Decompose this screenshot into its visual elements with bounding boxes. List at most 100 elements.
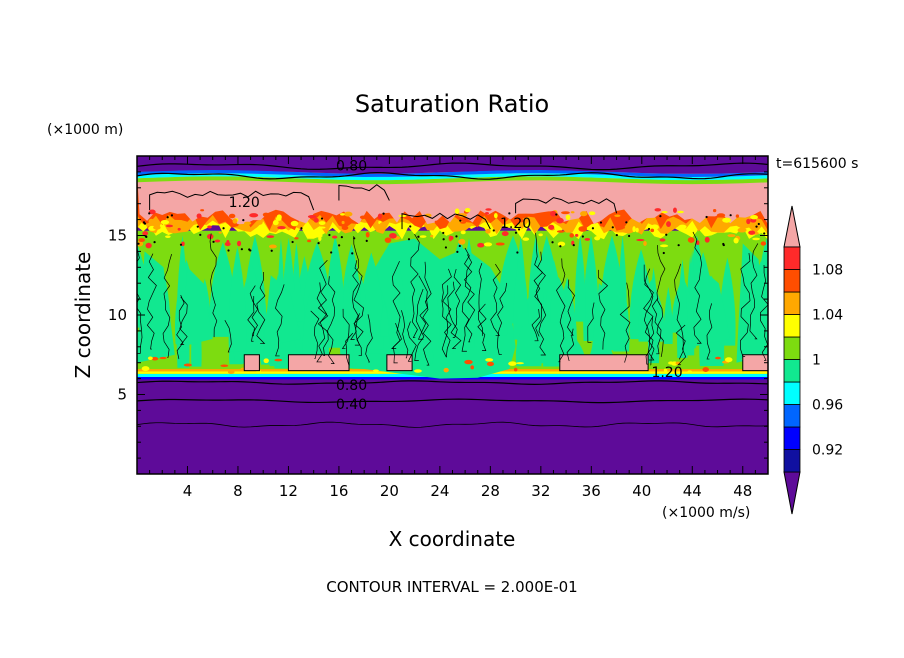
cloud-contour (345, 332, 354, 366)
cloud-contour (392, 323, 402, 364)
cloud-contour (422, 261, 432, 366)
colorbar-swatch (783, 246, 801, 270)
contour-label: 1.20 (229, 195, 260, 211)
cloud-contour (354, 313, 360, 346)
colorbar: 0.92 0.96 1 1.04 1.08 (783, 205, 843, 515)
contour-0.80-lower (137, 380, 768, 385)
plume (391, 261, 406, 333)
pink-pocket-1 (287, 354, 350, 372)
cloud-contour (598, 269, 609, 350)
colorbar-swatch (783, 291, 801, 315)
cloud-contour (209, 233, 218, 338)
colorbar-tick-label: 0.96 (812, 398, 843, 414)
y-axis-label: Z coordinate (71, 252, 95, 379)
cloud-contour (497, 282, 508, 355)
colorbar-swatch (783, 269, 801, 293)
contour-0.40-upper (137, 172, 768, 180)
plume (574, 235, 586, 322)
x-unit-label: (×1000 m/s) (662, 505, 750, 521)
colorbar-tick-label: 1.04 (812, 308, 843, 324)
cloud-contour (461, 247, 473, 352)
cloud-contour (310, 310, 320, 359)
plume (137, 251, 175, 363)
y-unit-label: (×1000 m) (47, 122, 123, 138)
contour-label: 1.20 (500, 216, 531, 232)
plume (380, 302, 389, 337)
cloud-contour (477, 263, 487, 351)
cloud-contour (619, 282, 631, 363)
cloud-contour (441, 268, 452, 357)
plume (692, 267, 731, 347)
x-tick-label: 4 (183, 482, 193, 500)
cloud-contour (417, 275, 429, 340)
contour-labels: 0.80 1.20 1.20 0.80 0.40 1.20 (229, 159, 683, 414)
upper-edge-band-2 (137, 169, 768, 177)
cloud-contour (556, 258, 566, 363)
x-tick-label: 12 (279, 482, 298, 500)
colorbar-swatch (783, 336, 801, 360)
x-tick-label: 36 (582, 482, 601, 500)
cloud-contour (648, 317, 655, 366)
contour-label: 0.40 (336, 397, 367, 413)
colorbar-swatch (783, 314, 801, 338)
plume (583, 235, 599, 341)
plume (513, 249, 528, 340)
x-tick-label: 16 (329, 482, 348, 500)
cloud-contour (275, 284, 285, 357)
cloud-contour (643, 268, 654, 365)
upper-edge-band-0 (137, 176, 768, 185)
contour-label: 1.20 (651, 365, 682, 381)
contour-label: 0.80 (336, 159, 367, 175)
pink-contour (401, 212, 491, 230)
cloud-contour (450, 268, 462, 349)
pink-contour (338, 184, 390, 201)
colorbar-over-arrow (783, 205, 801, 248)
y-tick-label: 15 (108, 227, 127, 245)
cloud-contour (256, 272, 266, 344)
contour-lines (137, 162, 768, 428)
pink-contour (149, 190, 315, 211)
x-tick-label: 32 (531, 482, 550, 500)
x-tick-label: 8 (233, 482, 243, 500)
plume (326, 235, 345, 328)
cloud-contour (675, 324, 687, 366)
cloud-contour (162, 253, 172, 358)
plume (228, 246, 247, 352)
pink-pocket-0 (243, 354, 260, 372)
cloud-contour (249, 285, 259, 342)
colorbar-tick-label: 0.92 (812, 443, 843, 459)
cloud-contour (674, 263, 684, 360)
contour-label: 0.80 (336, 378, 367, 394)
cloud-contour (316, 282, 328, 363)
cloud-contour (317, 260, 329, 356)
contour-deep (137, 421, 768, 428)
x-tick-label: 40 (632, 482, 651, 500)
x-tick-label: 24 (430, 482, 449, 500)
cloud-contour (146, 253, 157, 350)
colorbar-tick-label: 1 (812, 353, 821, 369)
contour-0.80-upper (137, 162, 768, 171)
contour-interval-note: CONTOUR INTERVAL = 2.000E-01 (326, 578, 577, 596)
pink-supersaturated-layer (137, 171, 768, 225)
cloud-contour (176, 294, 185, 360)
colorbar-swatch (783, 449, 801, 473)
pink-contour (515, 197, 618, 214)
cloud-contour (567, 279, 575, 336)
cloud-contour (531, 308, 540, 342)
time-label: t=615600 s (776, 156, 858, 172)
y-axis: 5 10 15 (108, 171, 768, 459)
chart-title: Saturation Ratio (355, 90, 549, 118)
colorbar-swatch (783, 359, 801, 383)
cloud-contour (341, 308, 350, 349)
cloud-contour (643, 264, 655, 361)
colorbar-tick-label: 1.08 (812, 263, 843, 279)
cloud-contour (533, 232, 544, 337)
pink-pocket-3 (559, 354, 649, 372)
cloud-contour (401, 310, 409, 359)
cloud-contour (706, 303, 713, 360)
cloud-contour (247, 296, 255, 337)
contour-0.40-lower (137, 398, 768, 404)
x-axis-label: X coordinate (389, 527, 516, 551)
